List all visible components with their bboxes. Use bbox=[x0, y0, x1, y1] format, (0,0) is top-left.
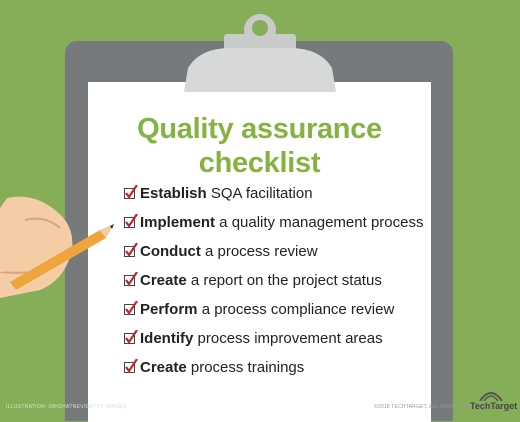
checklist-item: Conduct a process review bbox=[124, 242, 424, 261]
checkbox-checked-icon bbox=[124, 214, 138, 228]
copyright-notice: ©2018 TECHTARGET. ALL RIGHTS RESERVED. bbox=[374, 404, 493, 410]
checklist-item: Perform a process compliance review bbox=[124, 300, 424, 319]
checklist: Establish SQA facilitation Implement a qu… bbox=[124, 184, 424, 387]
checklist-item-verb: Perform bbox=[140, 301, 198, 318]
title-line-2: checklist bbox=[198, 147, 321, 179]
checkbox-checked-icon bbox=[124, 359, 138, 373]
checklist-item: Identify process improvement areas bbox=[124, 329, 424, 348]
techtarget-logo-icon bbox=[479, 392, 503, 401]
checklist-item-text: a quality management process bbox=[215, 214, 424, 231]
checkbox-checked-icon bbox=[124, 243, 138, 257]
checkbox-checked-icon bbox=[124, 330, 138, 344]
checklist-item: Create process trainings bbox=[124, 358, 424, 377]
checklist-item-text: process trainings bbox=[186, 359, 305, 376]
checklist-item-text: SQA facilitation bbox=[206, 185, 313, 202]
checklist-item-verb: Create bbox=[140, 272, 187, 289]
hand-with-pencil-icon bbox=[0, 180, 114, 298]
brand-name: TechTarget bbox=[470, 401, 518, 411]
checklist-item-text: a report on the project status bbox=[186, 272, 382, 289]
checklist-item-text: process improvement areas bbox=[193, 330, 383, 347]
checklist-item-verb: Create bbox=[140, 359, 187, 376]
checklist-item: Implement a quality management process bbox=[124, 213, 424, 232]
checklist-paper bbox=[88, 82, 431, 422]
clipboard-clip-icon bbox=[184, 14, 336, 92]
checkbox-checked-icon bbox=[124, 185, 138, 199]
checkbox-checked-icon bbox=[124, 301, 138, 315]
checkbox-checked-icon bbox=[124, 272, 138, 286]
checklist-item: Create a report on the project status bbox=[124, 271, 424, 290]
page-title: Quality assurance checklist bbox=[88, 112, 431, 180]
checklist-item-verb: Establish bbox=[140, 185, 207, 202]
checklist-item-verb: Implement bbox=[140, 214, 216, 231]
checklist-item: Establish SQA facilitation bbox=[124, 184, 424, 203]
title-line-1: Quality assurance bbox=[137, 113, 382, 145]
illustration-credit: ILLUSTRATION: DRIGHATNEV/GETTY IMAGES bbox=[6, 404, 127, 410]
checklist-item-text: a process compliance review bbox=[197, 301, 395, 318]
checklist-item-verb: Conduct bbox=[140, 243, 201, 260]
checklist-item-text: a process review bbox=[200, 243, 318, 260]
checklist-item-verb: Identify bbox=[140, 330, 194, 347]
